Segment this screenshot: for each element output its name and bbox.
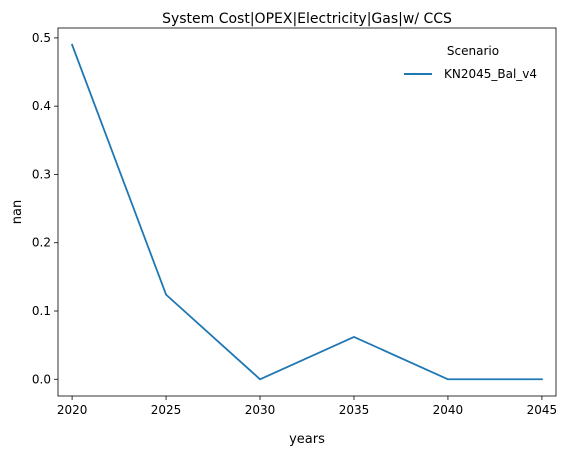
y-tick-label: 0.0 bbox=[32, 372, 51, 386]
y-tick-label: 0.1 bbox=[32, 304, 51, 318]
x-tick-label: 2020 bbox=[57, 403, 88, 417]
y-tick-label: 0.4 bbox=[32, 99, 51, 113]
legend-title: Scenario bbox=[447, 44, 499, 58]
x-tick-label: 2040 bbox=[433, 403, 464, 417]
plot-area-frame bbox=[57, 27, 557, 397]
x-axis-ticks: 2020 2025 2030 2035 2040 2045 bbox=[57, 396, 557, 417]
series-line-kn2045-bal-v4 bbox=[70, 43, 543, 381]
x-tick-label: 2035 bbox=[339, 403, 370, 417]
y-tick-label: 0.3 bbox=[32, 167, 51, 181]
legend-label-kn2045-bal-v4: KN2045_Bal_v4 bbox=[444, 67, 537, 81]
x-tick-label: 2045 bbox=[527, 403, 558, 417]
chart-title: System Cost|OPEX|Electricity|Gas|w/ CCS bbox=[162, 11, 452, 27]
legend: Scenario KN2045_Bal_v4 bbox=[404, 44, 537, 81]
y-axis-ticks: 0.0 0.1 0.2 0.3 0.4 0.5 bbox=[32, 31, 58, 386]
x-axis-label: years bbox=[289, 432, 325, 447]
y-axis-label: nan bbox=[10, 200, 25, 224]
x-tick-label: 2025 bbox=[151, 403, 182, 417]
y-tick-label: 0.2 bbox=[32, 236, 51, 250]
series-layer bbox=[70, 43, 543, 381]
x-tick-label: 2030 bbox=[245, 403, 276, 417]
y-tick-label: 0.5 bbox=[32, 31, 51, 45]
